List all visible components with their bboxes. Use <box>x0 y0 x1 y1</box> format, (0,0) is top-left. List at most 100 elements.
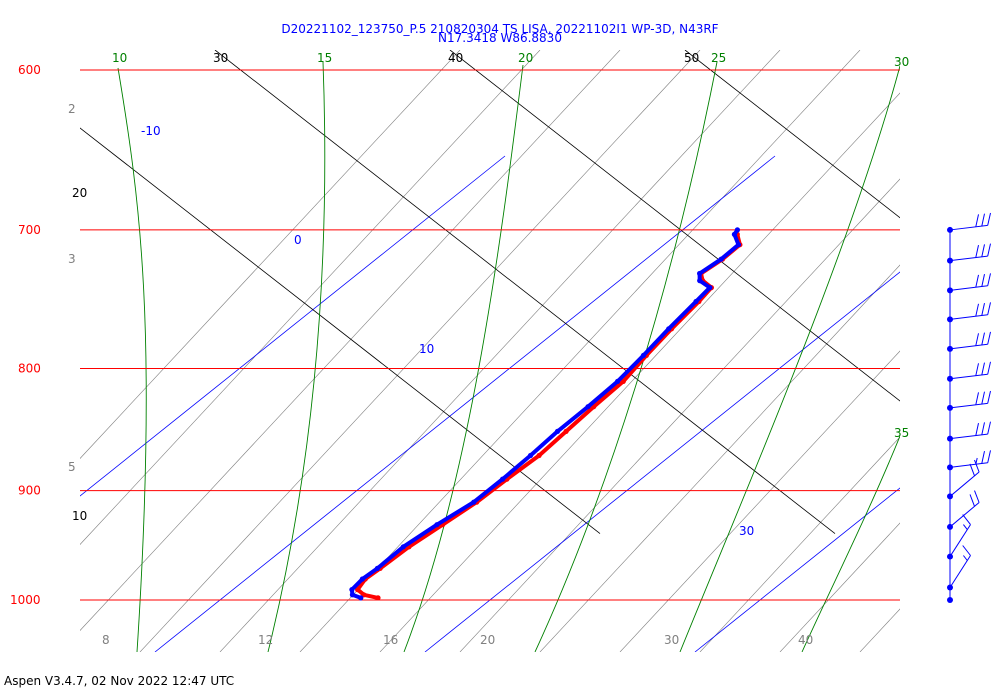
dry-adiabat-label: 50 <box>684 51 699 65</box>
mixing-ratio-label: 30 <box>664 633 679 647</box>
isobar-label: 800 <box>18 361 41 375</box>
moist-adiabat-curve <box>117 67 147 652</box>
mixing-ratio-label: 12 <box>258 633 273 647</box>
moist-adiabat-curve <box>679 65 900 652</box>
moist-adiabat-label: 10 <box>112 51 127 65</box>
wind-barb-staff <box>949 343 988 350</box>
wind-barb-flag <box>975 244 979 258</box>
wind-barb-flag <box>987 450 991 463</box>
isotherm-label: 30 <box>739 524 754 538</box>
isotherm-label: 0 <box>294 233 302 247</box>
moist-adiabat-label: 35 <box>894 426 909 440</box>
wind-barb <box>947 490 980 530</box>
wind-barb-flag <box>987 212 991 226</box>
wind-barb-staff <box>949 502 980 528</box>
wind-barb <box>947 361 991 382</box>
wind-barb-staff <box>949 462 988 468</box>
dry-adiabat-line <box>214 50 836 534</box>
dewpoint-point <box>718 256 724 262</box>
dewpoint-point <box>359 576 365 582</box>
dewpoint-point <box>693 298 699 305</box>
wind-barb-flag <box>975 363 979 376</box>
mixing-ratio-line <box>139 50 701 652</box>
mixing-ratio-label: 5 <box>68 460 76 474</box>
dewpoint-point <box>585 404 591 410</box>
wind-barb <box>947 212 991 233</box>
mixing-ratio-line <box>699 436 900 652</box>
mixing-ratio-label: 3 <box>68 252 76 266</box>
wind-barb-flag <box>962 514 971 525</box>
wind-barb-flag <box>987 243 991 257</box>
temperature-trace <box>355 232 742 600</box>
mixing-ratio-label: 20 <box>480 633 495 647</box>
mixing-ratio-line <box>379 92 900 652</box>
mixing-ratio-label: 40 <box>798 633 813 647</box>
moist-adiabat-label: 20 <box>518 51 533 65</box>
isobar-label: 900 <box>18 484 41 498</box>
wind-barb-staff <box>949 471 980 497</box>
wind-barb-flag <box>981 332 985 346</box>
dry-adiabat-label: 30 <box>213 51 228 65</box>
wind-barb-flag <box>975 392 979 405</box>
dry-adiabat-label: 20 <box>72 186 87 200</box>
wind-barb-flag <box>981 450 985 464</box>
dry-adiabat-label: 40 <box>448 51 463 65</box>
wind-barb <box>947 459 980 500</box>
dewpoint-point <box>434 522 440 528</box>
mixing-ratio-line <box>219 50 781 652</box>
wind-barb-flag <box>981 244 985 257</box>
wind-barb-flag <box>987 302 991 315</box>
wind-barb-staff <box>949 285 988 291</box>
dry-adiabat-line <box>449 50 900 402</box>
footer-version: Aspen V3.4.7, 02 Nov 2022 12:47 UTC <box>4 674 235 688</box>
mixing-ratio-line <box>619 350 900 652</box>
wind-barb-flag <box>981 391 985 405</box>
wind-barb-staff <box>949 524 971 557</box>
wind-barb <box>947 243 991 264</box>
isobar-label: 700 <box>18 223 41 237</box>
wind-barb-flag <box>987 361 991 375</box>
moist-adiabat-label: 25 <box>711 51 726 65</box>
wind-barb <box>947 450 991 471</box>
wind-barb-flag <box>981 422 985 435</box>
wind-barb-flag <box>963 524 968 530</box>
wind-barb-flag <box>981 302 985 316</box>
dry-adiabat-label: 10 <box>72 509 87 523</box>
mixing-ratio-line <box>299 50 861 652</box>
wind-barb-flag <box>969 463 975 476</box>
wind-barb-flag <box>975 303 979 317</box>
wind-barb-flag <box>981 213 985 227</box>
wind-barb-staff <box>949 555 971 588</box>
moist-adiabat-curve <box>403 64 524 652</box>
dewpoint-point <box>731 231 738 237</box>
dewpoint-point <box>471 499 477 505</box>
dewpoint-point <box>374 565 380 572</box>
wind-barb-flag <box>974 490 980 503</box>
chart-title-line-2: N17.3418 W86.8830 <box>438 31 562 45</box>
dewpoint-point <box>640 352 647 358</box>
isotherm-label: 10 <box>419 342 434 356</box>
moist-adiabat-label: 15 <box>317 51 332 65</box>
wind-barb-staff <box>949 224 988 231</box>
mixing-ratio-line <box>80 50 541 545</box>
dewpoint-point <box>554 428 561 434</box>
dewpoint-point <box>500 476 506 482</box>
mixing-ratio-line <box>459 178 900 652</box>
mixing-ratio-line <box>80 50 461 459</box>
wind-barb-staff <box>949 402 988 409</box>
wind-barb-flag <box>969 494 975 507</box>
wind-barb <box>947 421 991 442</box>
mixing-ratio-label: 8 <box>102 633 110 647</box>
temperature-point <box>355 587 361 593</box>
wind-barb-staff <box>949 314 988 320</box>
dry-adiabat-line <box>80 127 601 534</box>
dewpoint-point <box>527 452 534 459</box>
wind-barb <box>947 597 953 603</box>
dewpoint-point <box>400 544 406 550</box>
wind-barb <box>947 331 991 352</box>
dewpoint-point <box>349 587 355 593</box>
isotherm-line <box>154 155 776 652</box>
wind-barb-staff <box>949 255 988 262</box>
wind-barb-staff <box>949 373 988 380</box>
